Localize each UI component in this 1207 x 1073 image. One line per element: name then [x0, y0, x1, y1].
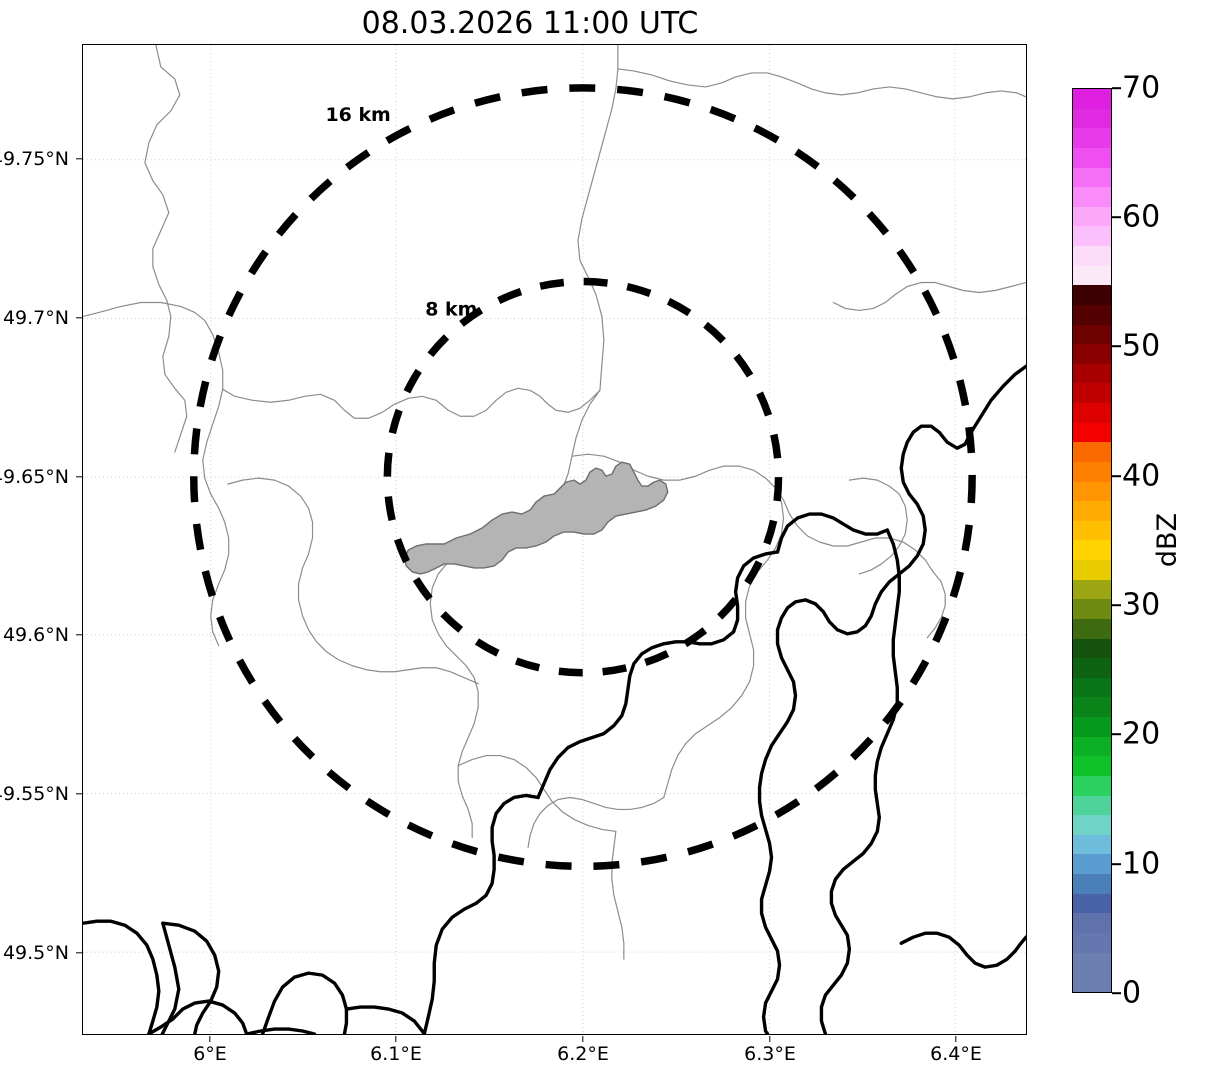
colorbar-band: [1073, 442, 1111, 462]
colorbar-band: [1073, 501, 1111, 521]
colorbar-band: [1073, 932, 1111, 953]
colorbar-band: [1073, 246, 1111, 266]
y-tick-mark: [76, 317, 82, 319]
range-ring-label-16km: 16 km: [325, 104, 390, 126]
x-tick-mark: [769, 1036, 771, 1042]
colorbar-band: [1073, 304, 1111, 325]
colorbar-band: [1073, 815, 1111, 835]
colorbar-band: [1073, 775, 1111, 796]
colorbar-tick-label: 10: [1122, 846, 1161, 882]
y-tick-mark: [76, 634, 82, 636]
colorbar-band: [1073, 952, 1111, 973]
y-tick-label: 49.75°N: [0, 148, 69, 170]
colorbar-tick-mark: [1112, 87, 1121, 89]
colorbar-band: [1073, 697, 1111, 717]
colorbar-tick-label: 40: [1122, 458, 1161, 494]
colorbar-tick-mark: [1112, 992, 1121, 994]
colorbar-band: [1073, 717, 1111, 737]
x-tick-label: 6.3°E: [744, 1043, 796, 1065]
colorbar-band: [1073, 520, 1111, 541]
colorbar-band: [1073, 736, 1111, 757]
colorbar-band: [1073, 167, 1111, 188]
colorbar-band: [1073, 540, 1111, 560]
admin-boundaries: [83, 45, 1026, 960]
colorbar-band: [1073, 128, 1111, 148]
range-rings: [190, 84, 976, 871]
colorbar-band: [1073, 344, 1111, 364]
colorbar-tick-mark: [1112, 475, 1121, 477]
colorbar-tick-label: 50: [1122, 328, 1161, 364]
x-tick-mark: [582, 1036, 584, 1042]
y-tick-mark: [76, 158, 82, 160]
y-tick-label: 49.6°N: [2, 624, 69, 646]
colorbar-band: [1073, 226, 1111, 246]
figure-title: 08.03.2026 11:00 UTC: [361, 6, 699, 41]
colorbar-band: [1073, 147, 1111, 168]
x-tick-mark: [955, 1036, 957, 1042]
x-tick-label: 6°E: [193, 1043, 227, 1065]
x-tick-label: 6.2°E: [557, 1043, 609, 1065]
range-ring-16km: [190, 84, 976, 871]
colorbar-band: [1073, 403, 1111, 423]
range-ring-8km: [383, 277, 783, 677]
x-tick-label: 6.1°E: [370, 1043, 422, 1065]
y-tick-mark: [76, 476, 82, 478]
colorbar-band: [1073, 108, 1111, 129]
map-svg: 16 km 8 km: [83, 45, 1026, 1034]
colorbar-band: [1073, 285, 1111, 305]
colorbar-band: [1073, 461, 1111, 482]
colorbar-band: [1073, 383, 1111, 403]
colorbar-band: [1073, 854, 1111, 874]
colorbar-band: [1073, 579, 1111, 600]
colorbar-band: [1073, 481, 1111, 502]
colorbar-band: [1073, 363, 1111, 384]
y-tick-label: 49.5°N: [2, 942, 69, 964]
y-tick-mark: [76, 793, 82, 795]
y-tick-label: 49.55°N: [0, 783, 69, 805]
map-plot-area[interactable]: 16 km 8 km: [82, 44, 1027, 1035]
x-tick-mark: [209, 1036, 211, 1042]
grid-lines: [83, 45, 1026, 1034]
colorbar-band: [1073, 677, 1111, 698]
colorbar-band: [1073, 324, 1111, 345]
colorbar-tick-label: 0: [1122, 975, 1142, 1011]
range-ring-label-8km: 8 km: [425, 298, 477, 320]
colorbar-tick-label: 70: [1122, 70, 1161, 106]
colorbar-band: [1073, 265, 1111, 286]
colorbar-band: [1073, 893, 1111, 914]
colorbar-tick-label: 30: [1122, 587, 1161, 623]
colorbar-band: [1073, 187, 1111, 207]
colorbar-band: [1073, 795, 1111, 816]
colorbar-tick-label: 20: [1122, 716, 1161, 752]
colorbar-band: [1073, 618, 1111, 639]
colorbar-tick-mark: [1112, 863, 1121, 865]
colorbar-tick-mark: [1112, 604, 1121, 606]
national-borders: [83, 364, 1026, 1034]
y-tick-label: 49.7°N: [2, 307, 69, 329]
colorbar: [1072, 88, 1112, 993]
colorbar-tick-mark: [1112, 345, 1121, 347]
colorbar-tick-label: 60: [1122, 199, 1161, 235]
colorbar-band: [1073, 422, 1111, 443]
colorbar-band: [1073, 658, 1111, 678]
colorbar-title: dBZ: [1152, 512, 1183, 568]
x-tick-mark: [395, 1036, 397, 1042]
lake-polygon: [403, 461, 669, 575]
colorbar-band: [1073, 89, 1111, 109]
colorbar-tick-mark: [1112, 733, 1121, 735]
y-tick-mark: [76, 952, 82, 954]
colorbar-band: [1073, 756, 1111, 776]
colorbar-band: [1073, 874, 1111, 894]
y-tick-label: 49.65°N: [0, 466, 69, 488]
colorbar-band: [1073, 560, 1111, 580]
x-tick-label: 6.4°E: [930, 1043, 982, 1065]
colorbar-band: [1073, 638, 1111, 659]
colorbar-band: [1073, 972, 1111, 992]
colorbar-band: [1073, 599, 1111, 619]
colorbar-band: [1073, 206, 1111, 227]
colorbar-tick-mark: [1112, 216, 1121, 218]
colorbar-band: [1073, 834, 1111, 855]
colorbar-band: [1073, 913, 1111, 933]
